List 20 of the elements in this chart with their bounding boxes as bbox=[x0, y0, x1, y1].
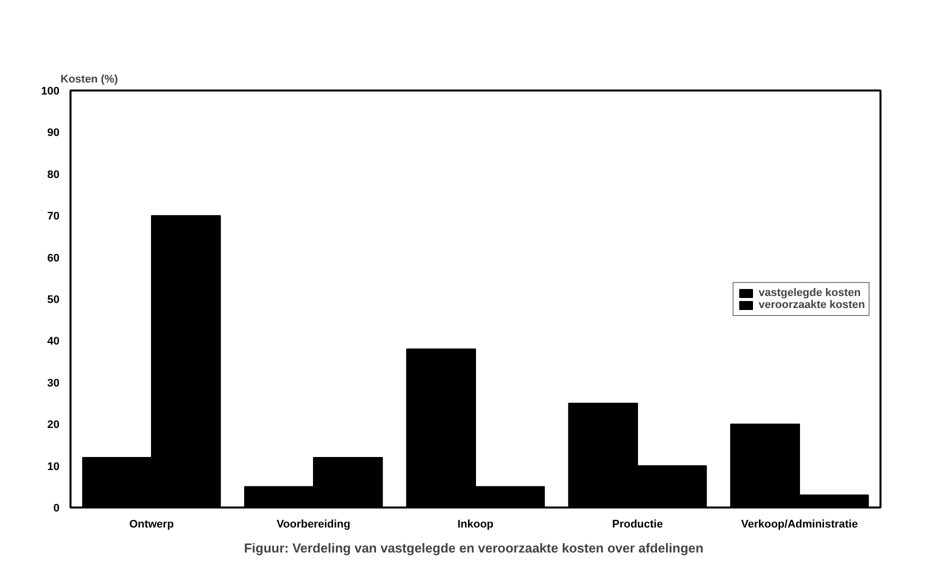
x-tick-label: Ontwerp bbox=[129, 518, 174, 530]
y-tick-label: 40 bbox=[47, 336, 60, 348]
x-tick-label: Productie bbox=[612, 518, 663, 530]
x-tick-label: Verkoop/Administratie bbox=[741, 518, 858, 530]
y-tick-label: 80 bbox=[47, 168, 60, 181]
legend-label: vastgelegde kosten bbox=[758, 286, 861, 298]
y-tick-label: 60 bbox=[47, 252, 60, 264]
y-tick-label: 90 bbox=[47, 127, 60, 140]
y-tick-label: 10 bbox=[47, 460, 60, 473]
y-tick-label: 20 bbox=[47, 419, 60, 432]
y-tick-label: 50 bbox=[47, 294, 60, 306]
y-tick-label: 70 bbox=[47, 210, 60, 223]
y-tick-label: 100 bbox=[41, 86, 60, 98]
legend-label: veroorzaakte kosten bbox=[758, 298, 865, 310]
y-axis-title: Kosten (%) bbox=[60, 74, 118, 86]
x-tick-label: Voorbereiding bbox=[276, 518, 350, 530]
text: Figuur: Verdeling van vastgelegde en veroorzaakte kosten over afdelingen bbox=[244, 540, 704, 556]
y-tick-label: 30 bbox=[47, 377, 60, 390]
x-tick-label: Inkoop bbox=[457, 518, 494, 530]
y-tick-label: 0 bbox=[53, 502, 60, 514]
